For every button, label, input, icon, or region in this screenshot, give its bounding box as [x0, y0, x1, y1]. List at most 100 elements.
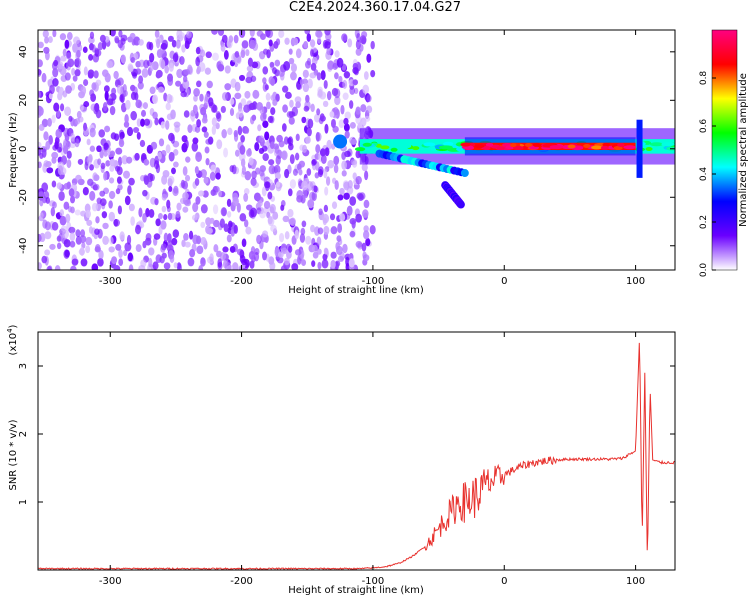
- noise-cell: [212, 185, 218, 196]
- noise-cell: [76, 43, 83, 52]
- noise-cell: [93, 70, 99, 79]
- noise-cell: [115, 147, 123, 155]
- noise-cell: [286, 110, 294, 119]
- noise-cell: [168, 185, 173, 193]
- noise-cell: [95, 79, 102, 86]
- noise-cell: [306, 33, 312, 42]
- noise-cell: [130, 56, 136, 64]
- noise-cell: [66, 159, 72, 169]
- noise-cell: [200, 204, 208, 214]
- noise-cell: [111, 256, 118, 265]
- noise-cell: [240, 158, 246, 168]
- noise-cell: [91, 202, 98, 212]
- noise-cell: [289, 179, 297, 189]
- noise-cell: [167, 233, 172, 243]
- noise-cell: [160, 59, 166, 70]
- noise-cell: [346, 205, 353, 216]
- noise-cell: [314, 172, 320, 179]
- noise-cell: [264, 131, 270, 141]
- noise-cell: [119, 231, 125, 241]
- noise-cell: [324, 147, 330, 157]
- noise-cell: [104, 90, 109, 101]
- noise-cell: [176, 262, 182, 270]
- noise-cell: [195, 56, 200, 67]
- noise-cell: [66, 150, 72, 159]
- noise-cell: [343, 192, 350, 200]
- noise-cell: [221, 129, 227, 139]
- noise-cell: [137, 81, 144, 90]
- noise-cell: [42, 30, 49, 38]
- noise-cell: [209, 253, 214, 262]
- noise-cell: [166, 93, 173, 104]
- noise-cell: [183, 68, 191, 76]
- noise-cell: [127, 36, 133, 43]
- noise-cell: [360, 104, 367, 113]
- band-cell: [512, 145, 524, 150]
- noise-cell: [182, 166, 188, 176]
- noise-cell: [130, 91, 137, 101]
- band-cell: [549, 145, 564, 150]
- noise-cell: [109, 105, 116, 116]
- noise-cell: [217, 258, 223, 268]
- noise-cell: [135, 244, 142, 253]
- noise-cell: [148, 257, 153, 268]
- colorbar-tick-label: 0.8: [699, 71, 709, 86]
- noise-cell: [213, 244, 219, 253]
- noise-cell: [248, 209, 255, 218]
- noise-cell: [361, 31, 368, 38]
- noise-cell: [131, 38, 136, 46]
- noise-cell: [71, 68, 76, 76]
- noise-cell: [74, 58, 80, 66]
- noise-cell: [183, 233, 189, 241]
- noise-cell: [47, 117, 52, 127]
- noise-cell: [292, 168, 298, 176]
- noise-cell: [188, 230, 194, 240]
- noise-cell: [109, 158, 116, 167]
- noise-cell: [246, 65, 254, 72]
- noise-cell: [44, 249, 51, 256]
- noise-cell: [233, 132, 239, 142]
- noise-cell: [115, 243, 122, 251]
- noise-cell: [337, 223, 343, 234]
- noise-cell: [142, 240, 147, 249]
- noise-cell: [196, 118, 201, 128]
- noise-cell: [301, 180, 308, 191]
- noise-cell: [205, 217, 212, 226]
- noise-cell: [128, 177, 135, 186]
- noise-cell: [68, 115, 73, 122]
- noise-cell: [333, 164, 339, 174]
- noise-cell: [205, 158, 210, 166]
- noise-cell: [320, 154, 327, 164]
- noise-cell: [252, 89, 260, 99]
- noise-cell: [352, 172, 357, 180]
- noise-cell: [83, 122, 88, 131]
- noise-cell: [333, 88, 341, 99]
- noise-cell: [96, 145, 102, 153]
- noise-cell: [341, 33, 348, 42]
- noise-cell: [73, 36, 80, 45]
- noise-cell: [47, 36, 53, 44]
- noise-cell: [268, 164, 276, 175]
- noise-cell: [59, 33, 67, 41]
- noise-cell: [41, 72, 47, 83]
- noise-cell: [343, 181, 350, 191]
- noise-cell: [158, 212, 163, 220]
- noise-cell: [244, 127, 250, 134]
- noise-cell: [241, 165, 246, 175]
- noise-cell: [38, 90, 41, 98]
- noise-cell: [262, 82, 268, 92]
- noise-cell: [41, 255, 48, 264]
- noise-cell: [362, 251, 367, 259]
- noise-cell: [311, 158, 317, 166]
- noise-cell: [349, 196, 357, 206]
- noise-cell: [269, 61, 275, 68]
- noise-cell: [195, 151, 203, 162]
- noise-cell: [329, 111, 335, 118]
- noise-cell: [205, 51, 212, 59]
- noise-cell: [364, 115, 371, 122]
- noise-cell: [257, 124, 262, 132]
- noise-cell: [269, 203, 276, 214]
- noise-cell: [98, 129, 106, 138]
- noise-cell: [227, 127, 233, 136]
- noise-cell: [68, 188, 75, 197]
